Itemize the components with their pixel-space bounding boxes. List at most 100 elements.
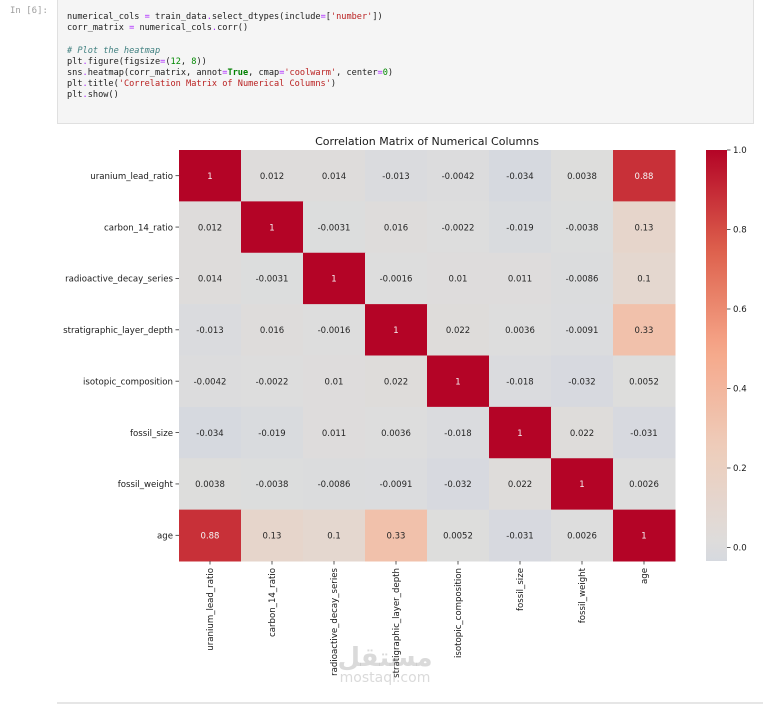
cell-annotation: -0.0086 <box>318 480 351 490</box>
heatmap-cell <box>241 406 304 459</box>
code-token: 'coolwarm' <box>284 67 337 78</box>
cell-annotation: 0.1 <box>327 532 341 542</box>
heatmap-cell <box>365 406 428 459</box>
cell-annotation: -0.0038 <box>566 223 599 233</box>
code-token: ) <box>387 67 394 78</box>
heatmap-cell <box>241 304 304 356</box>
code-line: sns.heatmap(corr_matrix, annot=True, cma… <box>67 68 393 79</box>
cell-annotation: -0.0016 <box>318 326 351 336</box>
heatmap-cell <box>551 355 614 408</box>
colorbar-ticks: 0.0 0.2 0.4 0.6 0.8 1.0 <box>727 146 747 553</box>
x-tick-label: stratigraphic_layer_depth <box>392 568 402 678</box>
cell-annotation: -0.0086 <box>566 275 599 285</box>
cell-annotation: 0.011 <box>322 429 346 439</box>
heatmap-cell <box>551 201 614 254</box>
heatmap-cell <box>179 509 242 562</box>
heatmap-cell <box>303 201 366 254</box>
heatmap-cell <box>365 150 428 202</box>
heatmap-cell <box>365 509 428 562</box>
code-token: . <box>206 12 212 22</box>
heatmap-cell <box>179 252 242 305</box>
code-token: . <box>82 79 88 90</box>
code-editor[interactable]: numerical_cols = train_data.select_dtype… <box>67 12 393 102</box>
x-tick-label: fossil_weight <box>578 567 588 623</box>
cell-annotation: -0.0042 <box>194 377 227 387</box>
heatmap-cell <box>613 355 676 408</box>
colorbar-tick-label: 0.0 <box>733 543 747 553</box>
code-token: corr() <box>217 23 249 34</box>
heatmap-cell <box>489 304 552 356</box>
heatmap-cell <box>427 252 490 305</box>
cell-annotation: 0.014 <box>322 172 346 182</box>
heatmap-cell <box>241 509 304 562</box>
code-token: , center <box>336 67 378 78</box>
cell-annotation: -0.0031 <box>256 275 289 285</box>
heatmap-cell <box>241 458 304 511</box>
cell-annotation: -0.0022 <box>442 223 475 233</box>
cell-annotation: 1 <box>517 429 522 439</box>
heatmap-cell <box>613 201 676 254</box>
code-token: plt <box>67 79 83 90</box>
heatmap-cell <box>241 150 304 202</box>
code-token: plt <box>67 56 83 67</box>
code-token: )) <box>196 56 207 67</box>
cell-annotation: -0.013 <box>382 172 409 182</box>
code-token: [ <box>325 12 331 22</box>
heatmap-cell <box>179 355 242 408</box>
heatmap-cell <box>427 406 490 459</box>
heatmap-cell <box>489 252 552 305</box>
heatmap-cell <box>489 150 552 202</box>
heatmap-cell <box>427 458 490 511</box>
cell-annotation: 0.0026 <box>629 480 659 490</box>
code-token: = <box>279 67 285 78</box>
x-tick-label: uranium_lead_ratio <box>206 568 216 651</box>
cell-annotation: 0.88 <box>201 532 220 542</box>
y-tick-label: radioactive_decay_series <box>65 275 173 285</box>
code-token: = <box>160 56 166 67</box>
y-tick-label: stratigraphic_layer_depth <box>63 326 173 336</box>
cell-annotation: -0.0016 <box>380 275 413 285</box>
cell-annotation: 0.0038 <box>195 480 225 490</box>
colorbar-tick-label: 0.4 <box>733 384 747 394</box>
heatmap-cell <box>427 201 490 254</box>
cell-annotation: 1 <box>207 172 212 182</box>
heatmap-cell <box>179 406 242 459</box>
heatmap-cell <box>551 509 614 562</box>
cell-annotation: 0.011 <box>508 275 532 285</box>
colorbar-tick-label: 1.0 <box>733 146 747 156</box>
cell-annotation: 0.022 <box>446 326 470 336</box>
heatmap-cell <box>551 252 614 305</box>
cell-annotation: 0.0052 <box>443 532 473 542</box>
cell-annotation: -0.0038 <box>256 480 289 490</box>
cell-annotation: 0.0026 <box>567 532 597 542</box>
heatmap-cell <box>303 509 366 562</box>
code-token: 'number' <box>330 12 373 22</box>
heatmap-annotations: 1 0.012 0.014 -0.013 -0.0042 -0.034 0.0038 0.88… <box>194 172 659 542</box>
code-token: ]) <box>372 12 383 22</box>
heatmap-cell <box>489 406 552 459</box>
cell-prompt: In [6]: <box>10 6 48 16</box>
cell-annotation: -0.0022 <box>256 377 289 387</box>
cell-annotation: -0.0091 <box>566 326 599 336</box>
heatmap-cell <box>551 304 614 356</box>
code-token: . <box>211 23 218 34</box>
cell-annotation: 0.01 <box>325 377 344 387</box>
cell-annotation: 0.014 <box>198 275 222 285</box>
cell-annotation: 1 <box>393 326 398 336</box>
heatmap-cell <box>551 458 614 511</box>
cell-annotation: 0.13 <box>635 223 654 233</box>
y-tick-label: isotopic_composition <box>83 377 173 387</box>
heatmap-cell <box>489 458 552 511</box>
heatmap-cell <box>241 355 304 408</box>
code-token: = <box>377 67 383 78</box>
code-token: plt <box>67 90 83 101</box>
heatmap-cell <box>179 201 242 254</box>
heatmap-cell <box>613 304 676 356</box>
chart-title: Correlation Matrix of Numerical Columns <box>315 135 539 148</box>
code-token: True <box>227 67 249 78</box>
code-line: # Plot the heatmap <box>67 46 393 57</box>
cell-annotation: -0.0042 <box>442 172 475 182</box>
heatmap-cell <box>303 406 366 459</box>
code-cell[interactable]: numerical_cols = train_data.select_dtype… <box>57 0 754 124</box>
